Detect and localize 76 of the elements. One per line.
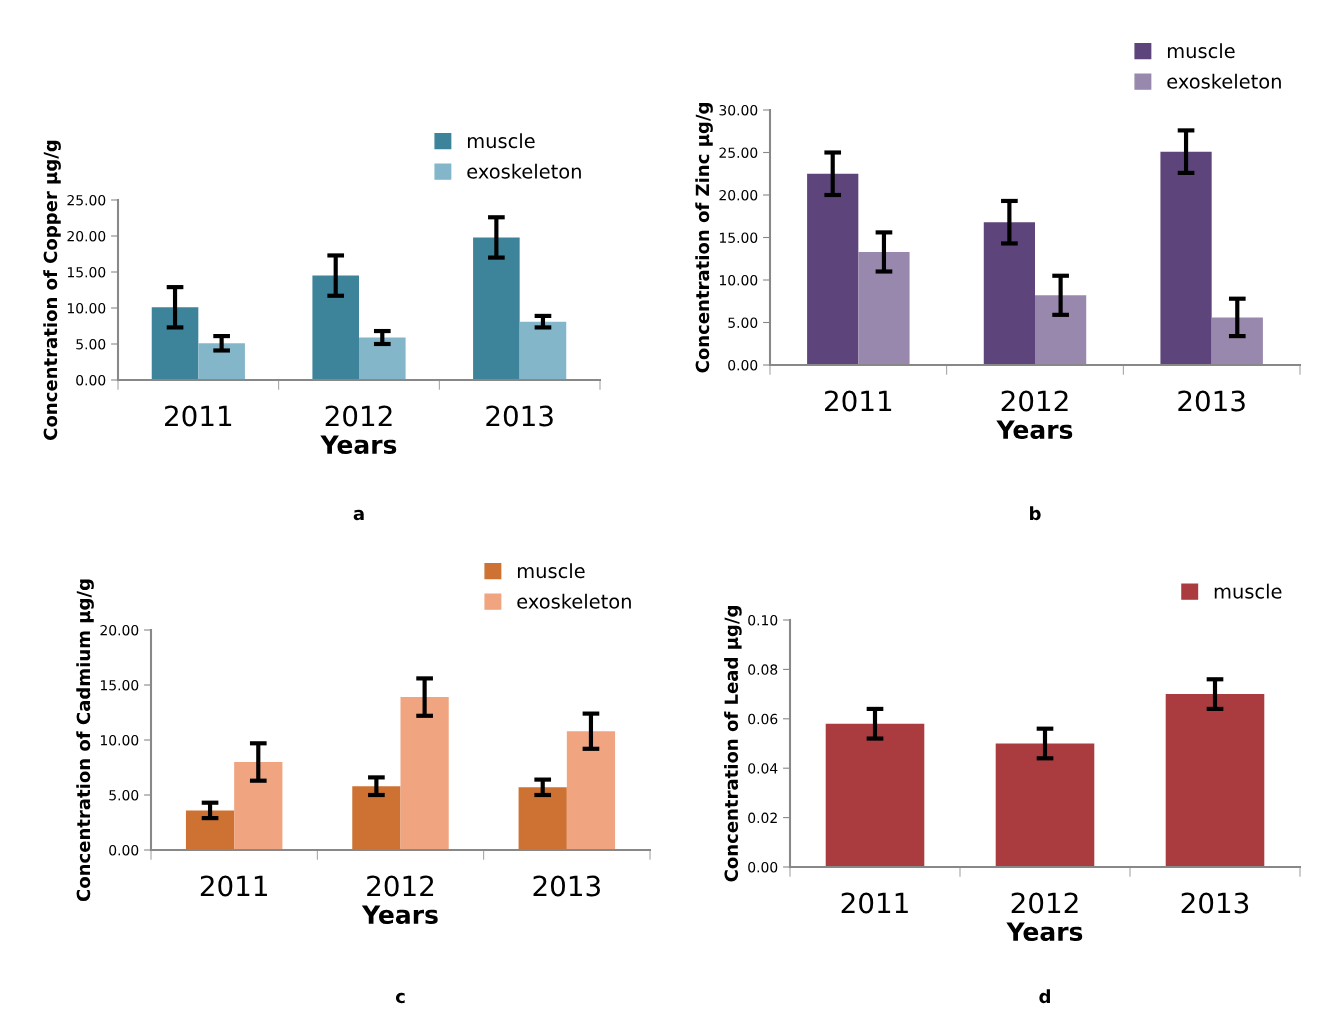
x-tick-label: 2013 bbox=[1178, 390, 1245, 412]
y-tick-label: 0.00 bbox=[76, 374, 106, 386]
bar bbox=[825, 723, 925, 867]
y-tick-label: 30.00 bbox=[719, 104, 758, 116]
x-axis-title: Years bbox=[361, 905, 438, 925]
y-tick-label: 0.00 bbox=[728, 359, 758, 371]
y-tick-label: 0.06 bbox=[748, 713, 778, 725]
y-tick-label: 10.00 bbox=[719, 274, 758, 286]
x-tick-label: 2012 bbox=[325, 405, 392, 427]
y-tick-label: 15.00 bbox=[67, 266, 106, 278]
x-tick-label: 2013 bbox=[1181, 892, 1249, 914]
y-tick-label: 20.00 bbox=[100, 624, 139, 636]
y-tick-label: 0.08 bbox=[748, 664, 778, 675]
text: c bbox=[395, 992, 405, 1004]
legend-label: muscle bbox=[467, 133, 535, 149]
y-tick-label: 10.00 bbox=[67, 302, 106, 314]
bar bbox=[807, 173, 859, 365]
y-tick-label: 20.00 bbox=[719, 189, 758, 201]
y-axis-title: Concentration of Zinc µg/g bbox=[695, 103, 713, 373]
bar bbox=[234, 762, 283, 850]
y-tick-label: 15.00 bbox=[719, 232, 758, 243]
legend-label: exoskeleton bbox=[1167, 73, 1281, 89]
x-tick-label: 2011 bbox=[825, 390, 892, 412]
y-tick-label: 25.00 bbox=[719, 147, 758, 158]
text: b bbox=[1030, 506, 1041, 521]
bar bbox=[1211, 317, 1263, 365]
bar bbox=[1035, 295, 1087, 365]
text: a bbox=[353, 509, 364, 521]
bar bbox=[352, 786, 401, 850]
x-tick-label: 2012 bbox=[1001, 390, 1068, 412]
x-tick-label: 2013 bbox=[486, 405, 553, 427]
y-tick-label: 5.00 bbox=[728, 317, 758, 328]
y-tick-label: 15.00 bbox=[100, 679, 139, 691]
bar bbox=[473, 237, 520, 380]
bar bbox=[400, 697, 449, 850]
bar bbox=[151, 307, 199, 380]
legend-label: muscle bbox=[517, 563, 585, 579]
bar bbox=[858, 251, 910, 365]
x-axis-title: Years bbox=[320, 435, 397, 455]
x-axis-title: Years bbox=[1006, 922, 1083, 942]
bar bbox=[995, 743, 1095, 867]
y-tick-label: 0.04 bbox=[748, 763, 778, 774]
bar bbox=[1160, 151, 1212, 365]
text: d bbox=[1039, 989, 1050, 1004]
x-tick-label: 2013 bbox=[533, 875, 600, 897]
y-axis-title: Concentration of Lead µg/g bbox=[724, 606, 742, 882]
x-tick-label: 2012 bbox=[367, 875, 434, 897]
x-tick-label: 2011 bbox=[841, 892, 908, 914]
bar bbox=[983, 222, 1035, 365]
legend-label: muscle bbox=[1167, 43, 1235, 59]
y-tick-label: 0.00 bbox=[748, 861, 778, 873]
legend-label: exoskeleton bbox=[517, 593, 631, 609]
bar bbox=[566, 731, 616, 850]
bar bbox=[312, 275, 359, 380]
bar bbox=[198, 343, 245, 380]
y-tick-label: 0.00 bbox=[109, 844, 139, 856]
bar bbox=[359, 337, 406, 380]
bar bbox=[519, 321, 567, 380]
x-tick-label: 2012 bbox=[1011, 892, 1078, 914]
y-tick-label: 5.00 bbox=[109, 789, 139, 801]
x-axis-title: Years bbox=[996, 420, 1073, 440]
bar bbox=[518, 787, 567, 850]
y-tick-label: 10.00 bbox=[100, 734, 139, 746]
y-tick-label: 0.10 bbox=[748, 614, 778, 626]
legend-label: exoskeleton bbox=[467, 163, 581, 179]
y-tick-label: 0.02 bbox=[748, 812, 777, 824]
bar bbox=[1165, 694, 1265, 867]
y-tick-label: 5.00 bbox=[76, 338, 106, 350]
y-axis-title: Concentration of Cadmium µg/g bbox=[76, 579, 94, 902]
legend-label: muscle bbox=[1214, 583, 1282, 599]
x-tick-label: 2011 bbox=[165, 405, 232, 427]
x-tick-label: 2011 bbox=[200, 875, 267, 897]
y-tick-label: 25.00 bbox=[67, 194, 106, 206]
bar bbox=[185, 810, 235, 850]
y-tick-label: 20.00 bbox=[67, 230, 106, 242]
y-axis-title: Concentration of Copper µg/g bbox=[43, 140, 61, 440]
